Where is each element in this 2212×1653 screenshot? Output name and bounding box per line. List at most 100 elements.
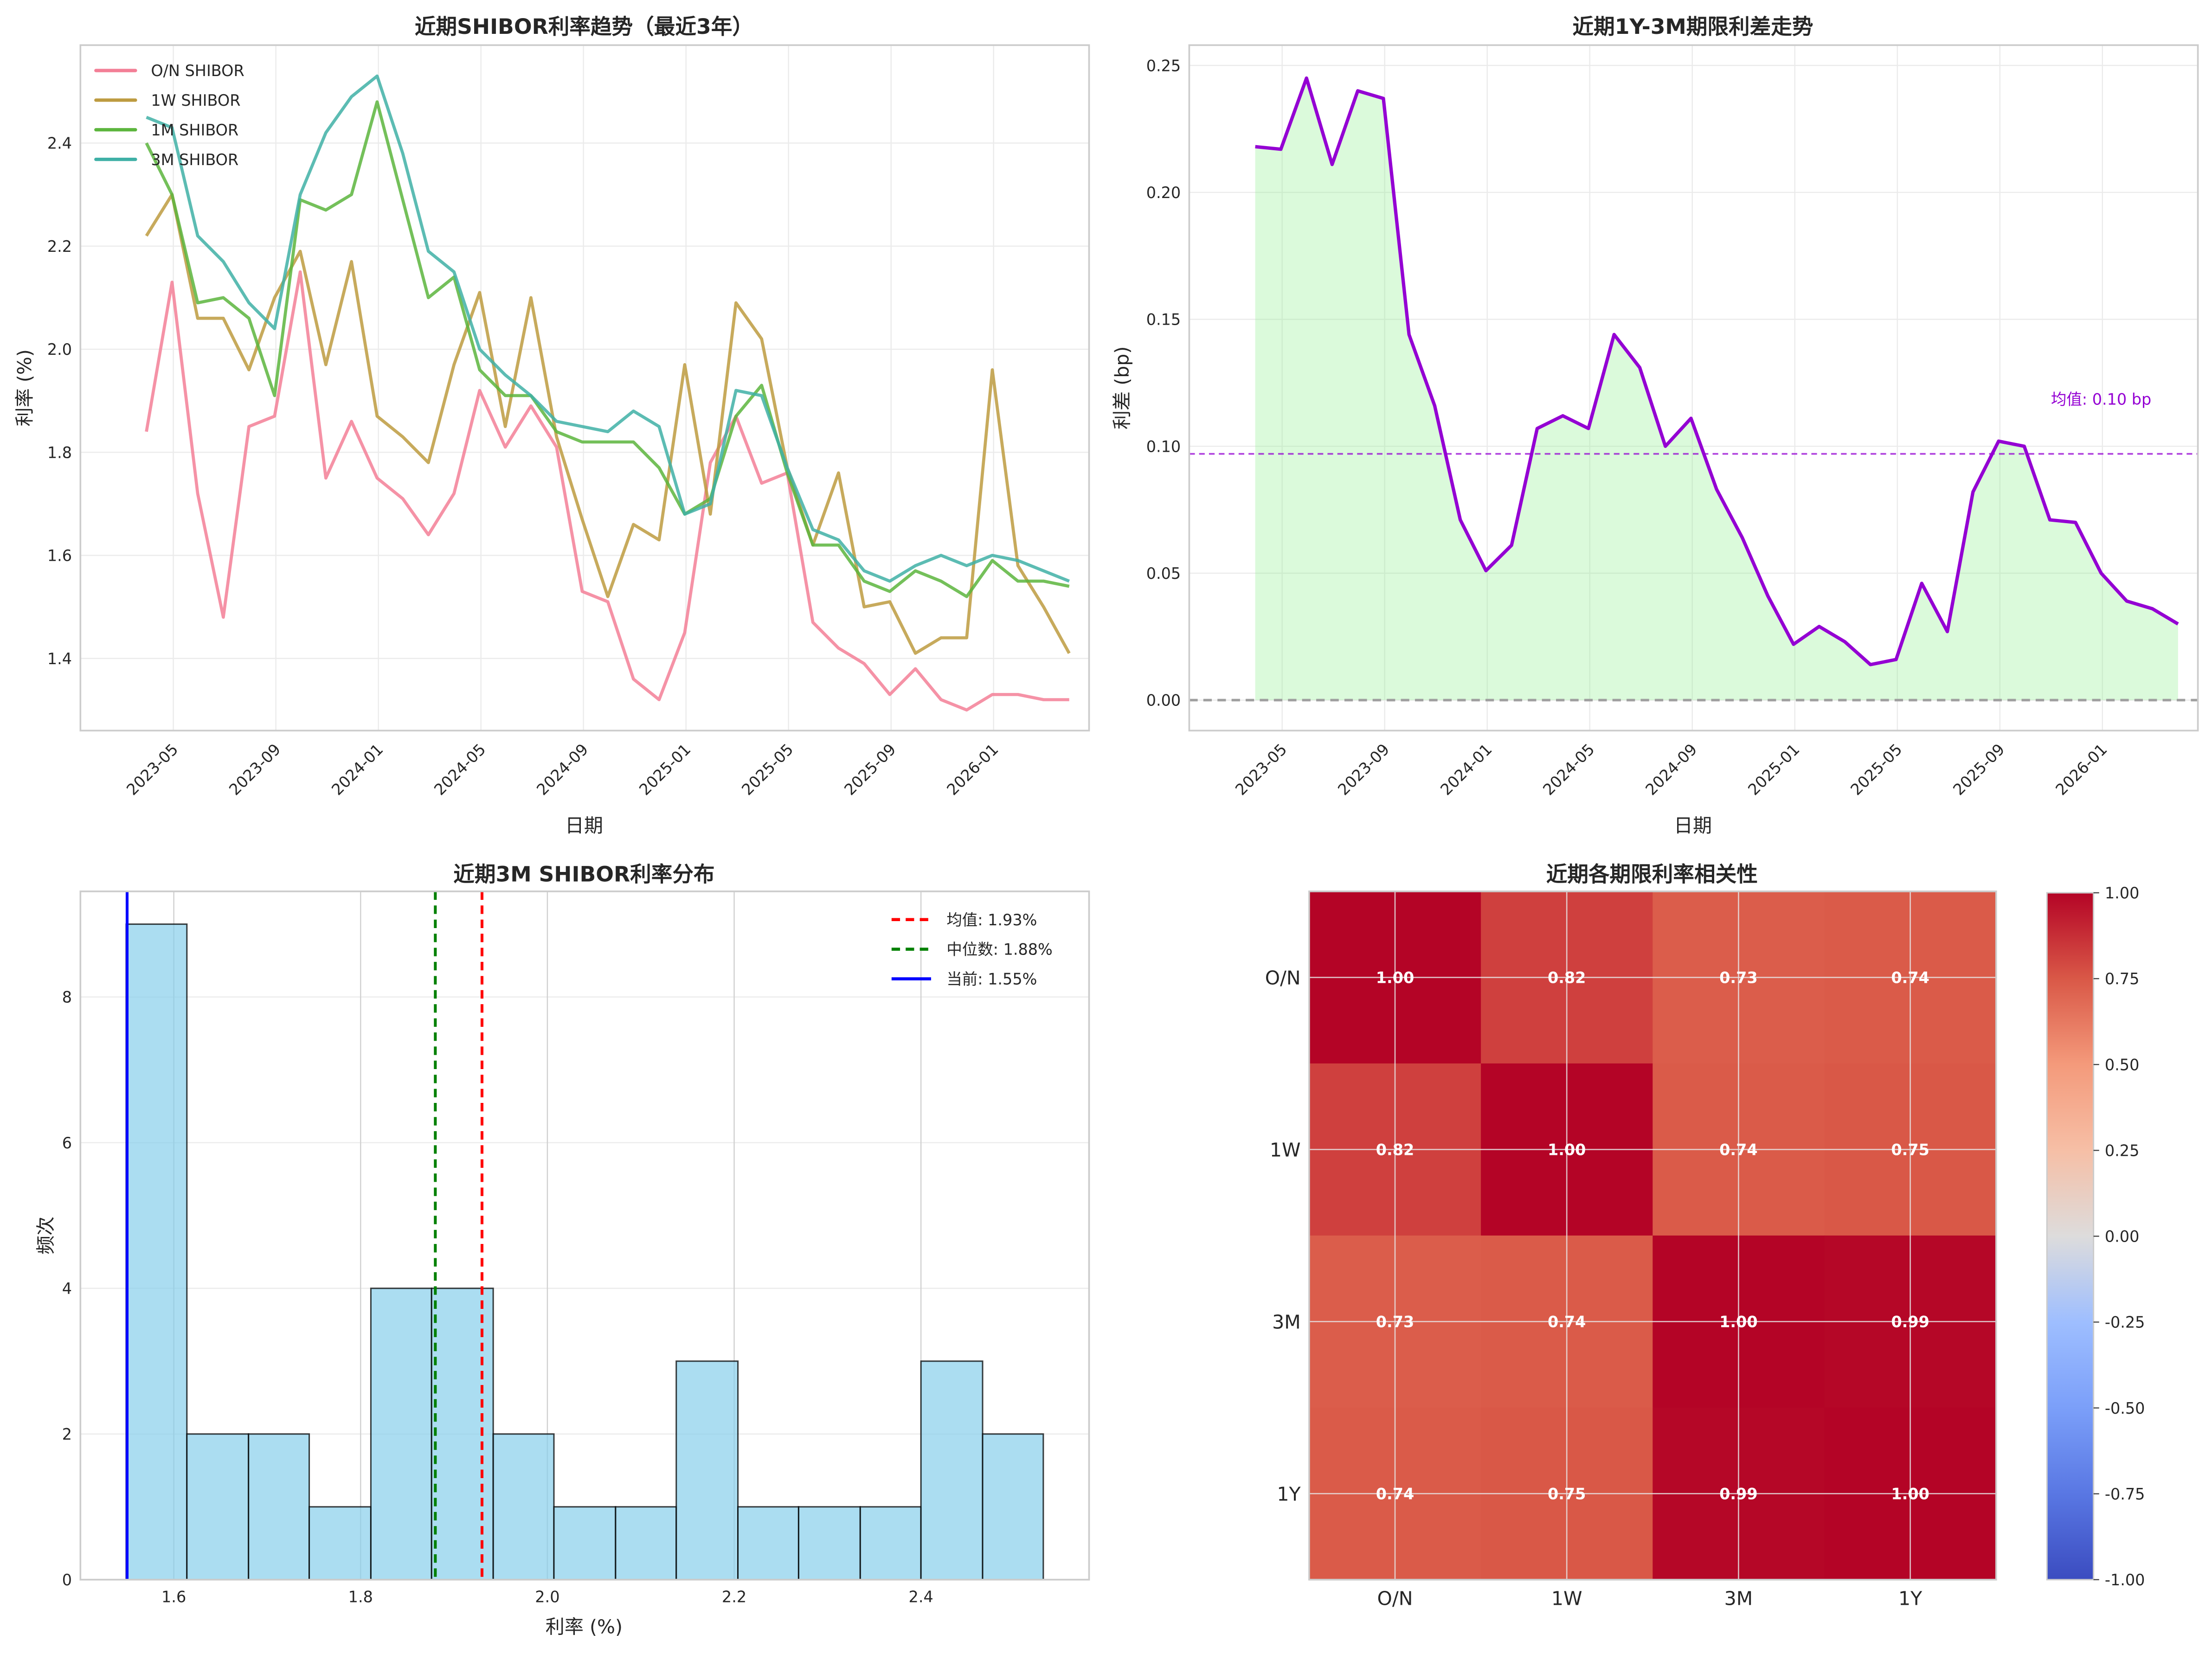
rate-distribution-legend: 均值: 1.93% 中位数: 1.88% 当前: 1.55% [891, 911, 1053, 988]
row-label: 1W [1270, 1139, 1301, 1161]
rates-trend-y-label: 利率 (%) [13, 349, 36, 426]
y-tick-label: 2.4 [47, 135, 72, 153]
spread-line [1255, 76, 2179, 666]
heatmap-cell-label: 0.82 [1548, 969, 1586, 987]
heatmap-cell-label: 1.00 [1719, 1313, 1757, 1331]
heatmap-cell-label: 0.73 [1719, 969, 1757, 987]
heatmap-cell-label: 0.99 [1891, 1313, 1929, 1331]
spread-area-fill [1255, 78, 2178, 700]
rates-trend-x-label: 日期 [565, 814, 603, 837]
y-tick-label: 2.0 [47, 340, 72, 359]
colorbar [2046, 892, 2095, 1581]
rate-distribution-panel: 近期3M SHIBOR利率分布 0 2 4 6 8 1.6 1.8 2.0 2.2 2.4 利率… [35, 862, 1090, 1638]
legend-label: 1W SHIBOR [151, 91, 240, 109]
legend-label: 中位数: 1.88% [946, 941, 1052, 959]
colorbar-tick-label: -0.75 [2105, 1485, 2145, 1503]
y-tick-label: 2.2 [47, 237, 72, 256]
correlation-heatmap-panel: 近期各期限利率相关性 1.00 0.82 0.73 0.74 0.82 1.00 0.74 0… [1265, 862, 2145, 1610]
heatmap-cell-label: 0.74 [1891, 969, 1929, 987]
colorbar-tick-label: 0.50 [2105, 1056, 2139, 1074]
histogram-bar [553, 1506, 617, 1581]
y-tick-label: 1.4 [47, 650, 72, 668]
histogram-bar [248, 1433, 310, 1581]
term-spread-x-label: 日期 [1674, 814, 1712, 837]
y-tick-label: 2 [62, 1425, 72, 1443]
legend-label: 3M SHIBOR [151, 151, 238, 169]
histogram-bar [737, 1506, 799, 1581]
term-spread-grid [1189, 45, 2198, 731]
histogram-bar [797, 1506, 861, 1581]
histogram-bar [615, 1506, 677, 1581]
term-spread-frame [1188, 44, 2199, 732]
heatmap-cell-label: 0.73 [1376, 1313, 1414, 1331]
rates-trend-frame [79, 44, 1090, 732]
rate-distribution-y-label: 频次 [35, 1217, 57, 1255]
histogram-bar [859, 1506, 922, 1581]
rate-distribution-frame [79, 891, 1090, 1581]
series-line-3m [146, 74, 1070, 583]
correlation-heatmap-frame [1308, 891, 1997, 1581]
mean-annotation: 均值: 0.10 bp [2051, 391, 2151, 409]
term-spread-area [1189, 76, 2198, 702]
correlation-heatmap-cells: 1.00 0.82 0.73 0.74 0.82 1.00 0.74 0.75 0.73 0.74… [1309, 891, 1997, 1581]
correlation-heatmap-title: 近期各期限利率相关性 [1546, 862, 1758, 887]
rates-trend-legend: O/N SHIBOR 1W SHIBOR 1M SHIBOR 3M SHIBOR [94, 62, 244, 169]
y-tick-label: 0.10 [1146, 437, 1181, 455]
histogram-bar [982, 1433, 1044, 1581]
x-tick-label: 2.2 [722, 1588, 746, 1606]
series-line-on [145, 270, 1069, 712]
rates-trend-lines [145, 74, 1071, 712]
y-tick-label: 1.6 [47, 547, 72, 565]
legend-label: 1M SHIBOR [151, 121, 238, 139]
rate-distribution-reference-lines [125, 891, 484, 1580]
colorbar-tick-label: 0.75 [2105, 970, 2139, 988]
colorbar-ticks: 1.00 0.75 0.50 0.25 0.00 -0.25 -0.50 -0.75 -1.00 [2093, 884, 2145, 1589]
colorbar-tick-label: 0.00 [2105, 1228, 2139, 1246]
y-tick-label: 8 [62, 988, 72, 1006]
heatmap-cell-label: 0.75 [1548, 1485, 1586, 1503]
legend-label: 当前: 1.55% [946, 970, 1037, 988]
heatmap-cell-label: 1.00 [1376, 969, 1414, 987]
histogram-bar [431, 1288, 494, 1581]
rates-trend-y-ticks: 1.4 1.6 1.8 2.0 2.2 2.4 [47, 135, 72, 668]
histogram-bar [186, 1433, 250, 1581]
heatmap-cell-label: 0.75 [1891, 1141, 1929, 1159]
histogram-bar [492, 1433, 555, 1581]
x-tick-label: 1.6 [161, 1588, 186, 1606]
row-label: 1Y [1277, 1483, 1301, 1506]
y-tick-label: 6 [62, 1134, 72, 1152]
rates-trend-title: 近期SHIBOR利率趋势（最近3年） [415, 14, 753, 39]
x-tick-label: 2.0 [535, 1588, 559, 1606]
row-label: O/N [1265, 967, 1301, 989]
rates-trend-panel: 近期SHIBOR利率趋势（最近3年） 1.41.61.82.02.22.4 20… [13, 14, 1090, 837]
heatmap-cell-label: 0.74 [1376, 1485, 1414, 1503]
heatmap-cell-label: 0.82 [1376, 1141, 1414, 1159]
y-tick-label: 1.8 [47, 443, 72, 461]
y-tick-label: 0.20 [1146, 184, 1181, 202]
heatmap-cell-label: 0.74 [1719, 1141, 1757, 1159]
colorbar-tick-label: -1.00 [2105, 1571, 2145, 1589]
col-label: O/N [1377, 1588, 1413, 1610]
col-label: 3M [1724, 1588, 1753, 1610]
row-label: 3M [1272, 1311, 1301, 1333]
y-tick-label: 0.15 [1146, 311, 1181, 329]
x-tick-label: 2.4 [909, 1588, 933, 1606]
legend-label: O/N SHIBOR [151, 62, 244, 80]
y-tick-label: 0.00 [1146, 692, 1181, 710]
correlation-heatmap-ticks: O/N 1W 3M 1Y O/N 1W 3M 1Y [1265, 967, 1923, 1610]
rate-distribution-title: 近期3M SHIBOR利率分布 [453, 862, 714, 887]
rate-distribution-bars [125, 923, 1044, 1581]
rate-distribution-x-label: 利率 (%) [546, 1615, 623, 1638]
term-spread-y-label: 利差 (bp) [1111, 346, 1133, 429]
heatmap-cell-label: 1.00 [1548, 1141, 1586, 1159]
colorbar-tick-label: -0.25 [2105, 1313, 2145, 1332]
colorbar-tick-label: 1.00 [2105, 884, 2139, 902]
colorbar-tick-label: -0.50 [2105, 1399, 2145, 1417]
x-tick-label: 1.8 [348, 1588, 373, 1606]
rate-distribution-y-ticks: 0 2 4 6 8 [62, 988, 72, 1589]
col-label: 1Y [1898, 1588, 1923, 1610]
term-spread-y-ticks: 0.00 0.05 0.10 0.15 0.20 0.25 [1146, 57, 1181, 709]
rate-distribution-x-ticks: 1.6 1.8 2.0 2.2 2.4 [161, 1588, 933, 1606]
series-line-1w [145, 193, 1071, 655]
